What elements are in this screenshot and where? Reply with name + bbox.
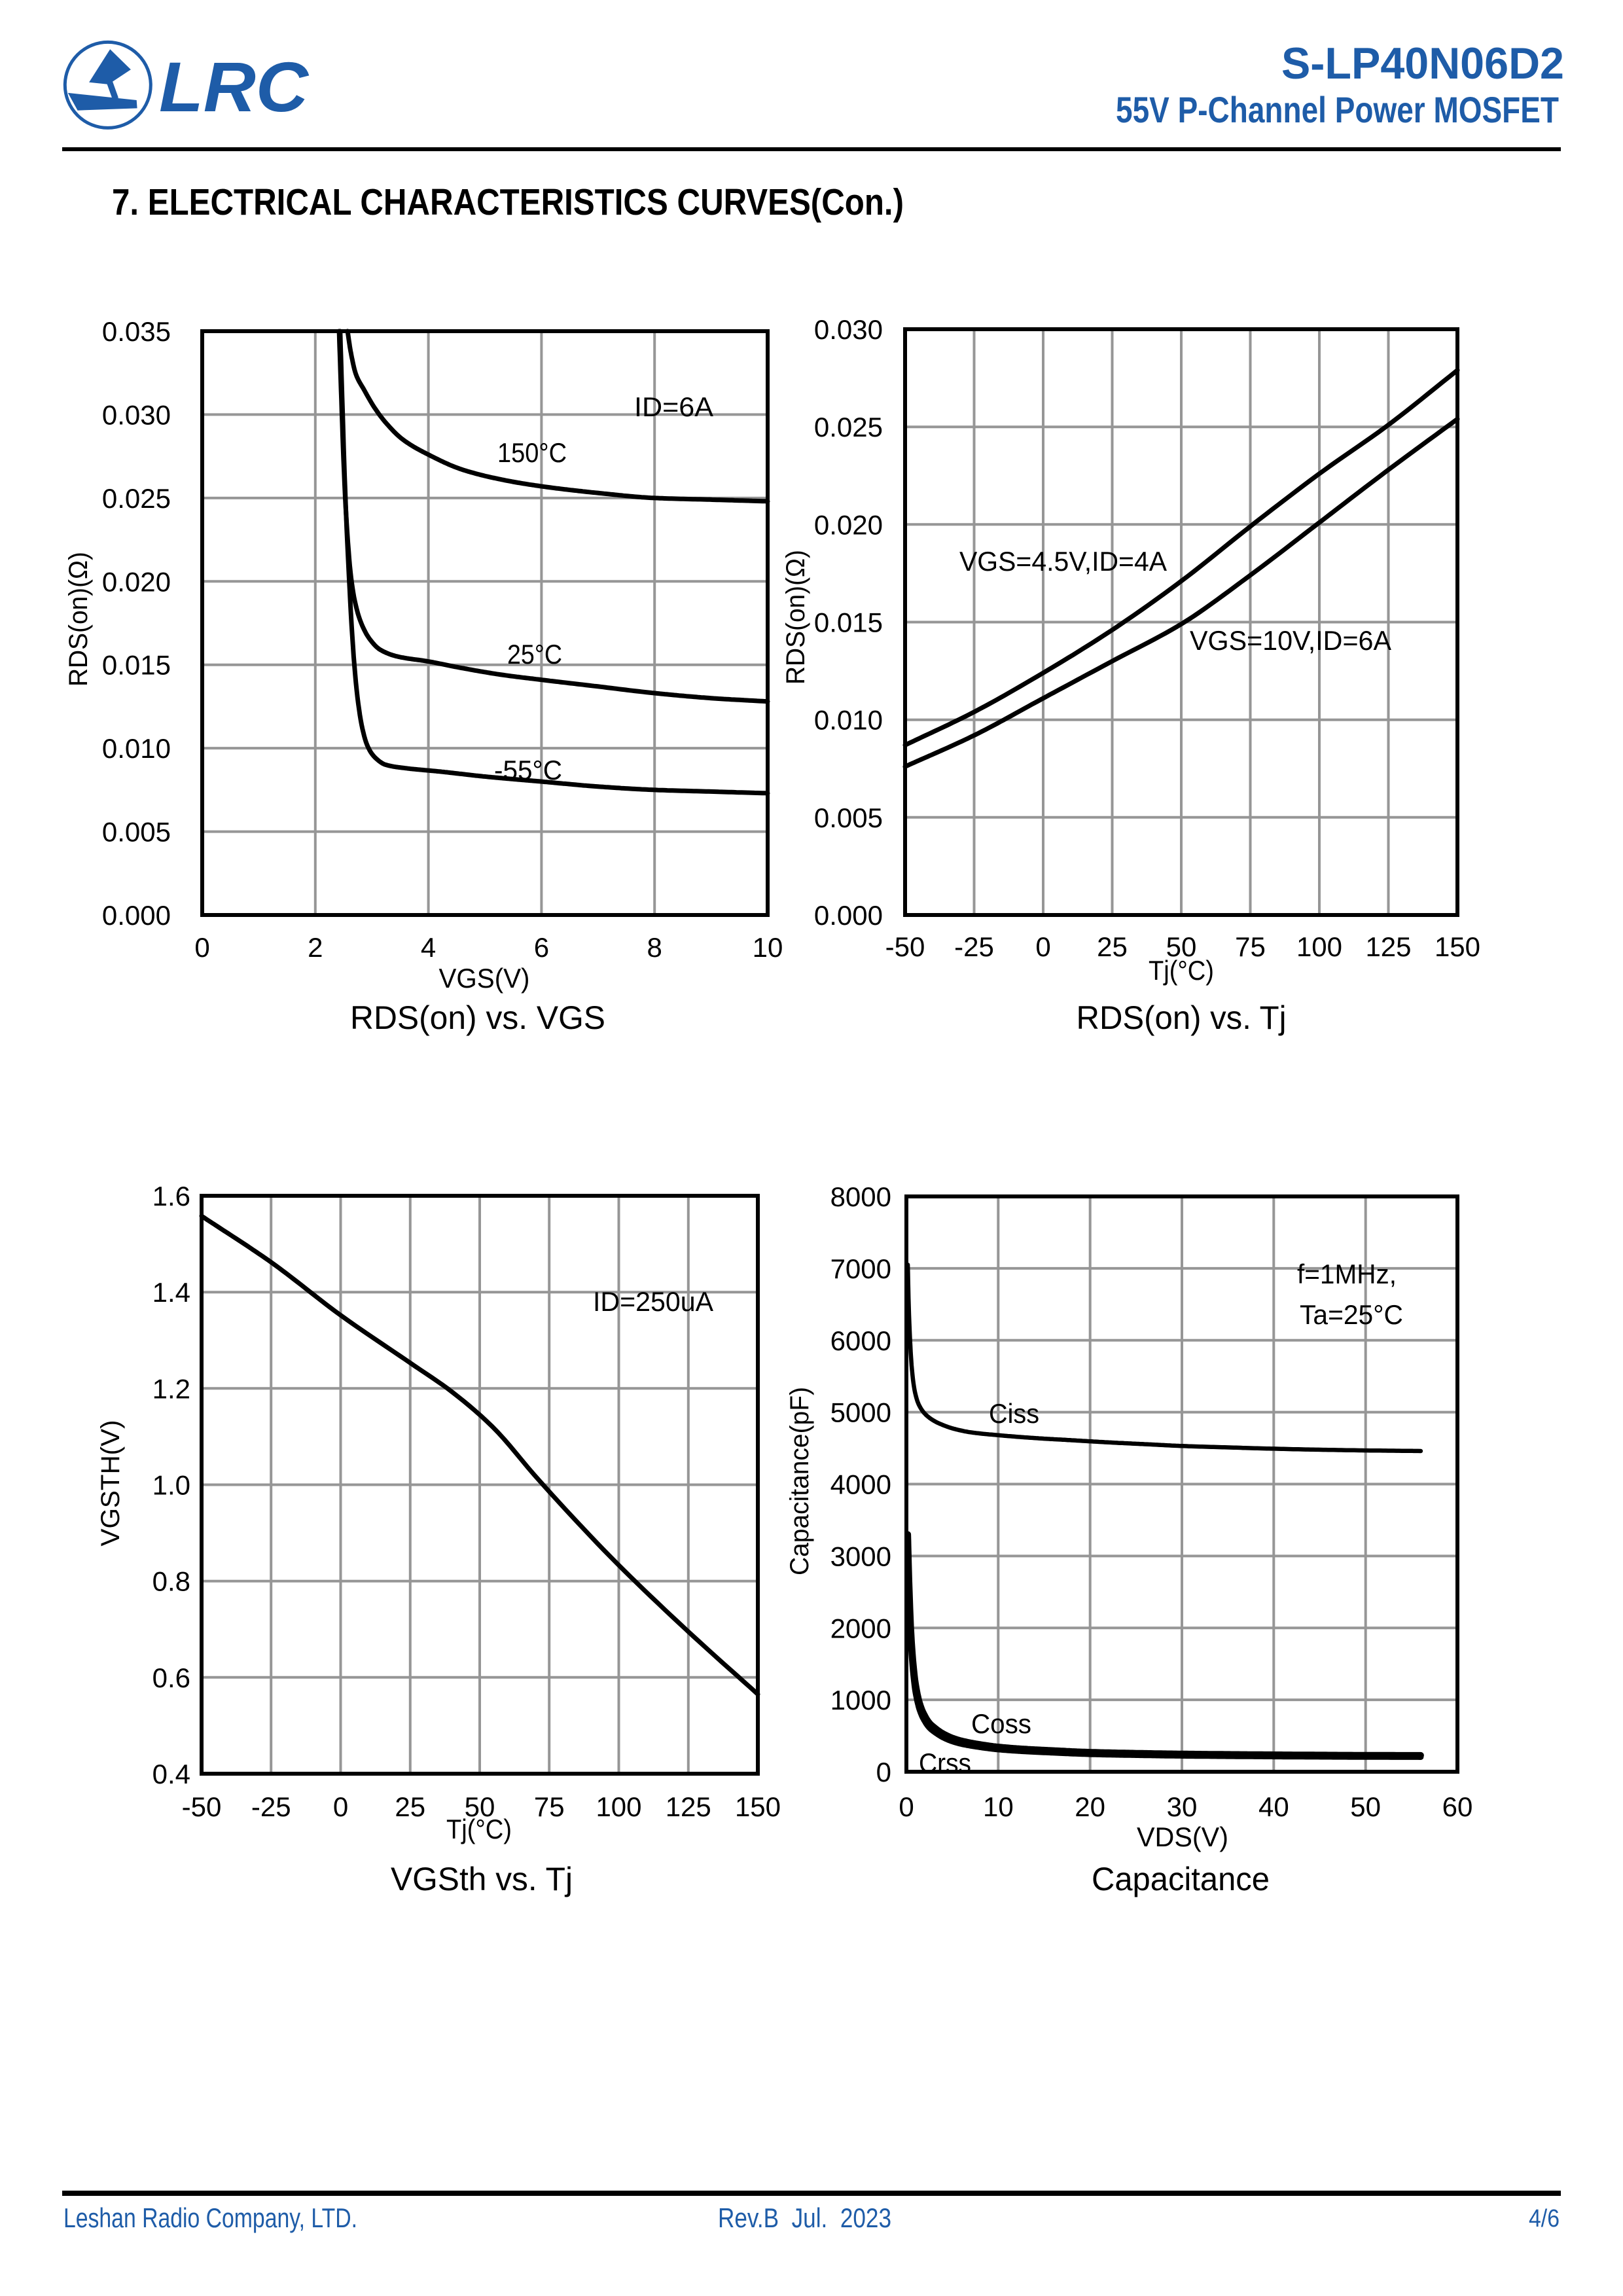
svg-text:LRC: LRC bbox=[159, 47, 310, 126]
svg-text:150: 150 bbox=[735, 1791, 781, 1822]
svg-text:Tj(°C): Tj(°C) bbox=[1149, 955, 1214, 986]
svg-text:0.6: 0.6 bbox=[152, 1662, 190, 1693]
svg-text:25: 25 bbox=[395, 1791, 425, 1822]
svg-text:1.2: 1.2 bbox=[152, 1373, 190, 1404]
svg-text:VGSTH(V): VGSTH(V) bbox=[96, 1420, 125, 1547]
svg-text:VGS=10V,ID=6A: VGS=10V,ID=6A bbox=[1190, 625, 1391, 656]
svg-text:2000: 2000 bbox=[830, 1613, 891, 1643]
svg-text:0: 0 bbox=[876, 1757, 891, 1787]
svg-text:0.010: 0.010 bbox=[102, 733, 171, 764]
svg-text:60: 60 bbox=[1442, 1791, 1473, 1822]
svg-text:50: 50 bbox=[1350, 1791, 1381, 1822]
svg-text:10: 10 bbox=[753, 932, 783, 963]
svg-text:8000: 8000 bbox=[830, 1181, 891, 1212]
svg-text:0.025: 0.025 bbox=[102, 483, 171, 514]
svg-text:1.0: 1.0 bbox=[152, 1470, 190, 1501]
svg-text:125: 125 bbox=[1365, 931, 1411, 962]
svg-text:150: 150 bbox=[1435, 931, 1480, 962]
svg-text:Crss: Crss bbox=[919, 1748, 971, 1778]
svg-text:-50: -50 bbox=[182, 1791, 222, 1822]
svg-text:-50: -50 bbox=[885, 931, 925, 962]
svg-text:30: 30 bbox=[1167, 1791, 1198, 1822]
svg-text:0.8: 0.8 bbox=[152, 1566, 190, 1597]
svg-text:0.020: 0.020 bbox=[102, 566, 171, 597]
svg-text:7. ELECTRICAL CHARACTERISTICS: 7. ELECTRICAL CHARACTERISTICS CURVES(Con… bbox=[112, 181, 904, 223]
svg-text:0.030: 0.030 bbox=[102, 399, 171, 430]
svg-text:4000: 4000 bbox=[830, 1469, 891, 1500]
svg-text:0: 0 bbox=[194, 932, 209, 963]
svg-text:100: 100 bbox=[596, 1791, 641, 1822]
svg-text:0.4: 0.4 bbox=[152, 1759, 190, 1789]
svg-text:f=1MHz,: f=1MHz, bbox=[1297, 1259, 1397, 1289]
svg-text:RDS(on)(Ω): RDS(on)(Ω) bbox=[781, 550, 810, 685]
svg-text:VGS=4.5V,ID=4A: VGS=4.5V,ID=4A bbox=[959, 546, 1167, 577]
svg-text:8: 8 bbox=[647, 932, 662, 963]
svg-text:10: 10 bbox=[983, 1791, 1014, 1822]
svg-text:20: 20 bbox=[1075, 1791, 1105, 1822]
svg-text:50: 50 bbox=[465, 1791, 495, 1822]
svg-text:25°C: 25°C bbox=[507, 639, 562, 670]
svg-text:6: 6 bbox=[534, 932, 549, 963]
svg-text:ID=250uA: ID=250uA bbox=[593, 1286, 713, 1317]
svg-text:6000: 6000 bbox=[830, 1325, 891, 1356]
svg-text:75: 75 bbox=[1235, 931, 1266, 962]
svg-text:0.030: 0.030 bbox=[814, 314, 883, 345]
svg-text:RDS(on) vs. VGS: RDS(on) vs. VGS bbox=[350, 999, 605, 1036]
svg-text:1000: 1000 bbox=[830, 1685, 891, 1715]
svg-text:RDS(on)(Ω): RDS(on)(Ω) bbox=[64, 552, 93, 687]
svg-text:0.015: 0.015 bbox=[102, 650, 171, 681]
svg-text:40: 40 bbox=[1258, 1791, 1289, 1822]
svg-text:25: 25 bbox=[1097, 931, 1128, 962]
svg-text:Capacitance: Capacitance bbox=[1092, 1861, 1270, 1897]
svg-text:Ta=25°C: Ta=25°C bbox=[1300, 1299, 1403, 1330]
svg-text:5000: 5000 bbox=[830, 1397, 891, 1428]
svg-text:Capacitance(pF): Capacitance(pF) bbox=[785, 1387, 814, 1575]
svg-text:VGSth vs. Tj: VGSth vs. Tj bbox=[391, 1861, 573, 1897]
svg-text:0.010: 0.010 bbox=[814, 705, 883, 736]
svg-text:4: 4 bbox=[421, 932, 436, 963]
svg-text:0.005: 0.005 bbox=[102, 817, 171, 848]
svg-text:0.000: 0.000 bbox=[102, 900, 171, 931]
svg-text:75: 75 bbox=[534, 1791, 565, 1822]
svg-text:7000: 7000 bbox=[830, 1253, 891, 1284]
svg-text:0.035: 0.035 bbox=[102, 316, 171, 347]
svg-text:0.025: 0.025 bbox=[814, 412, 883, 442]
svg-text:50: 50 bbox=[1166, 931, 1197, 962]
svg-text:0.000: 0.000 bbox=[814, 900, 883, 931]
svg-text:-25: -25 bbox=[251, 1791, 291, 1822]
svg-text:55V P-Channel Power MOSFET: 55V P-Channel Power MOSFET bbox=[1116, 89, 1559, 130]
svg-text:VGS(V): VGS(V) bbox=[439, 963, 530, 994]
svg-text:125: 125 bbox=[666, 1791, 711, 1822]
svg-text:1.4: 1.4 bbox=[152, 1277, 190, 1308]
svg-text:1.6: 1.6 bbox=[152, 1181, 190, 1211]
svg-text:VDS(V): VDS(V) bbox=[1137, 1821, 1228, 1852]
svg-text:-25: -25 bbox=[954, 931, 994, 962]
svg-text:Leshan Radio Company, LTD.: Leshan Radio Company, LTD. bbox=[63, 2202, 357, 2233]
svg-text:ID=6A: ID=6A bbox=[634, 391, 713, 422]
svg-text:Coss: Coss bbox=[971, 1708, 1031, 1739]
svg-text:150°C: 150°C bbox=[497, 437, 567, 468]
svg-text:4/6: 4/6 bbox=[1529, 2205, 1560, 2233]
svg-text:0: 0 bbox=[899, 1791, 914, 1822]
svg-text:RDS(on) vs. Tj: RDS(on) vs. Tj bbox=[1077, 999, 1287, 1036]
svg-text:0: 0 bbox=[333, 1791, 348, 1822]
svg-text:Tj(°C): Tj(°C) bbox=[446, 1814, 512, 1844]
svg-text:Ciss: Ciss bbox=[989, 1398, 1039, 1429]
svg-text:S-LP40N06D2: S-LP40N06D2 bbox=[1281, 39, 1564, 88]
svg-text:2: 2 bbox=[308, 932, 323, 963]
svg-text:3000: 3000 bbox=[830, 1541, 891, 1571]
svg-text:Rev.B Jul. 2023: Rev.B Jul. 2023 bbox=[718, 2202, 891, 2233]
svg-text:0.020: 0.020 bbox=[814, 509, 883, 540]
svg-text:0.015: 0.015 bbox=[814, 607, 883, 638]
svg-text:0: 0 bbox=[1035, 931, 1050, 962]
svg-text:100: 100 bbox=[1296, 931, 1342, 962]
svg-text:0.005: 0.005 bbox=[814, 802, 883, 833]
